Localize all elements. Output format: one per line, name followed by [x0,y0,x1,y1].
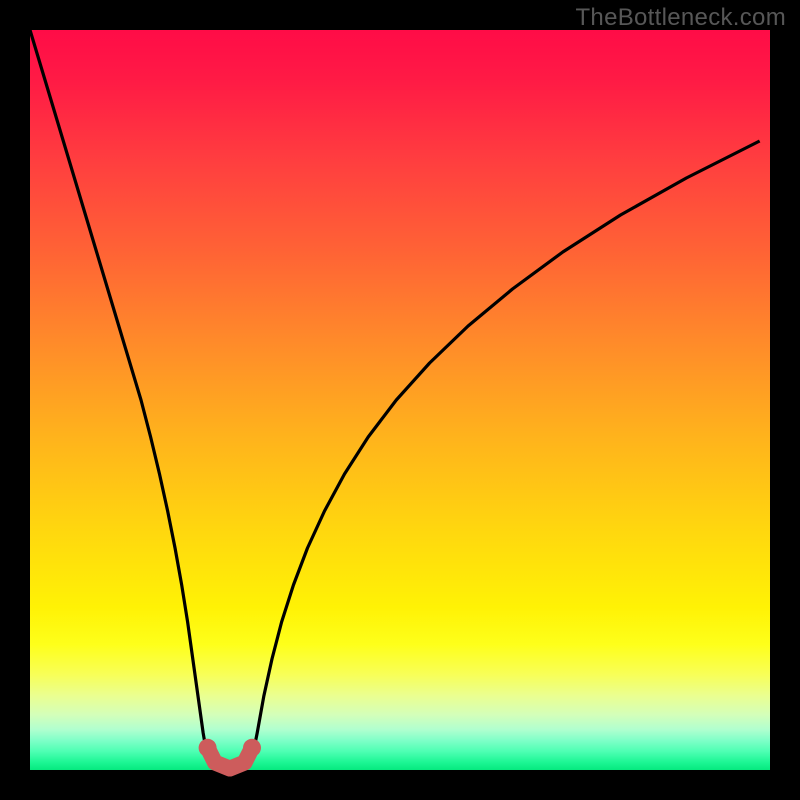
minimum-marker-dot [199,739,217,757]
watermark-text: TheBottleneck.com [575,4,786,32]
chart-frame: TheBottleneck.com [0,0,800,800]
minimum-marker-dot [243,739,261,757]
bottleneck-curve-chart [0,0,800,800]
